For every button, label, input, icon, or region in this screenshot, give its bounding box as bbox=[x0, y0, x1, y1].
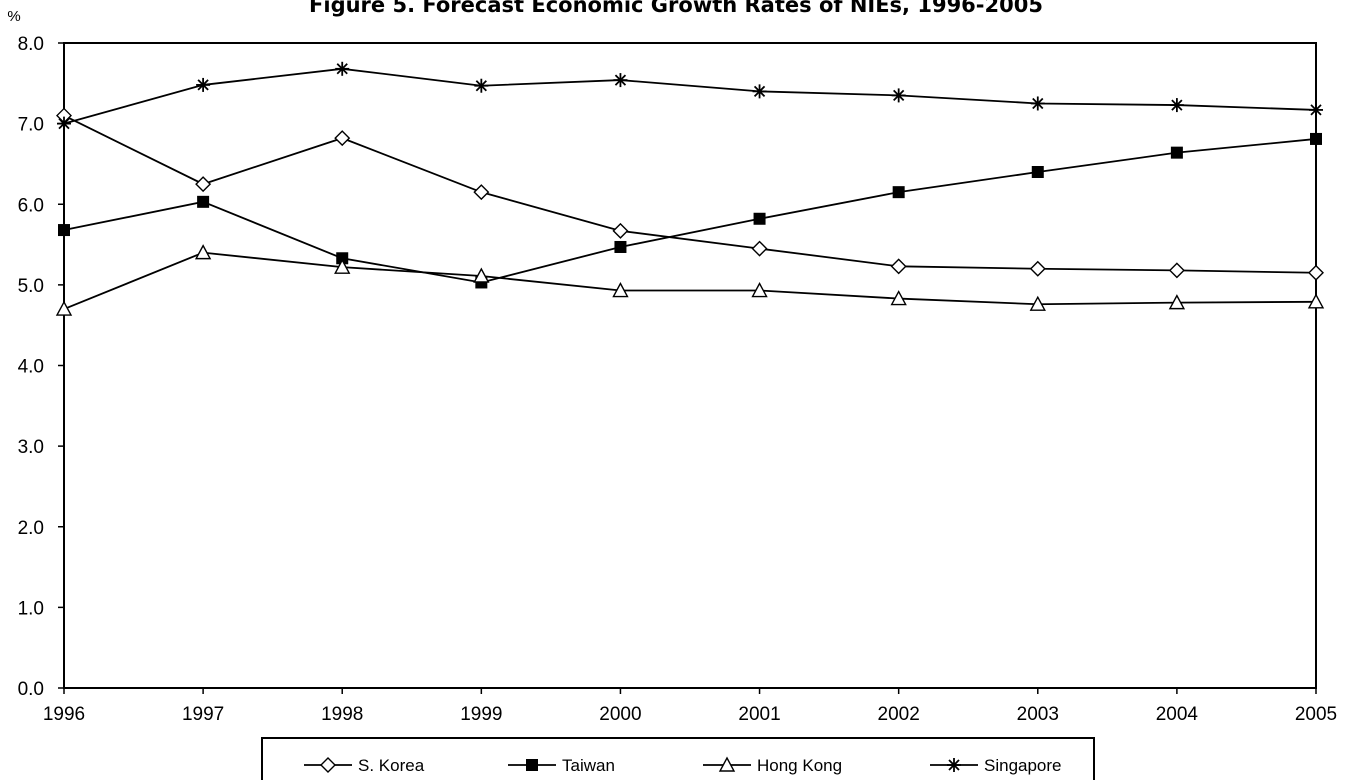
x-tick-label: 1998 bbox=[321, 704, 363, 725]
data-point-hong-kong bbox=[1029, 295, 1046, 311]
series-line-taiwan bbox=[63, 138, 1317, 284]
y-tick-label: 8.0 bbox=[18, 34, 44, 55]
data-point-s-korea bbox=[195, 176, 212, 193]
series-line-s-korea bbox=[63, 114, 1317, 274]
data-point-singapore bbox=[613, 73, 628, 88]
data-point-s-korea bbox=[1308, 264, 1324, 281]
data-point-singapore bbox=[891, 88, 906, 103]
y-axis-unit: % bbox=[7, 8, 20, 25]
data-point-hong-kong bbox=[1168, 294, 1186, 310]
x-axis: 1996 1997 1998 1999 2000 2001 2002 2003 2004 2005 bbox=[43, 688, 1337, 725]
y-tick-label: 3.0 bbox=[18, 437, 44, 458]
data-point-s-korea bbox=[612, 222, 629, 239]
data-point-singapore bbox=[196, 77, 211, 92]
data-point-taiwan bbox=[753, 212, 766, 225]
legend-item-s-korea: S. Korea bbox=[304, 756, 425, 775]
data-point-taiwan bbox=[197, 195, 210, 208]
data-point-singapore bbox=[752, 84, 767, 99]
legend-marker-taiwan bbox=[526, 759, 538, 771]
data-point-hong-kong bbox=[473, 267, 490, 283]
y-axis: 0.0 1.0 2.0 3.0 4.0 5.0 6.0 7.0 8.0 bbox=[18, 34, 64, 700]
data-point-singapore bbox=[57, 116, 71, 131]
y-tick-label: 2.0 bbox=[18, 518, 44, 539]
data-point-taiwan bbox=[336, 252, 349, 265]
legend-marker-singapore bbox=[947, 758, 961, 772]
series-hong-kong bbox=[55, 244, 1325, 316]
data-point-s-korea bbox=[473, 184, 490, 201]
legend-item-singapore: Singapore bbox=[930, 756, 1062, 775]
data-point-s-korea bbox=[751, 240, 768, 257]
y-tick-label: 5.0 bbox=[18, 276, 44, 297]
series-line-hong-kong bbox=[63, 251, 1317, 310]
data-point-taiwan bbox=[1310, 132, 1322, 145]
data-point-hong-kong bbox=[1307, 293, 1325, 309]
x-tick-label: 2003 bbox=[1017, 704, 1059, 725]
x-tick-label: 2004 bbox=[1156, 704, 1199, 725]
data-point-hong-kong bbox=[194, 244, 212, 260]
y-tick-label: 6.0 bbox=[18, 195, 44, 216]
plot-area bbox=[63, 42, 1317, 689]
data-point-taiwan bbox=[892, 186, 905, 199]
data-point-taiwan bbox=[1031, 166, 1044, 178]
x-tick-label: 2002 bbox=[878, 704, 920, 725]
legend: S. Korea Taiwan Hong Kong Singapore bbox=[261, 737, 1095, 780]
series-singapore bbox=[57, 61, 1323, 131]
x-tick-label: 1997 bbox=[182, 704, 224, 725]
legend-marker-hong-kong bbox=[718, 756, 736, 772]
x-tick-label: 1999 bbox=[460, 704, 502, 725]
data-point-s-korea bbox=[1029, 260, 1046, 277]
legend-label: S. Korea bbox=[358, 756, 425, 775]
data-point-s-korea bbox=[1168, 262, 1185, 279]
x-tick-label: 2000 bbox=[599, 704, 641, 725]
legend-label: Singapore bbox=[984, 756, 1062, 775]
legend-item-taiwan: Taiwan bbox=[508, 756, 615, 775]
series-layer bbox=[55, 61, 1325, 316]
data-point-singapore bbox=[335, 61, 350, 76]
x-tick-label: 2005 bbox=[1295, 704, 1337, 725]
series-taiwan bbox=[58, 132, 1322, 289]
legend-label: Hong Kong bbox=[757, 756, 842, 775]
x-tick-label: 2001 bbox=[738, 704, 780, 725]
data-point-taiwan bbox=[614, 240, 627, 253]
legend-marker-s-korea bbox=[320, 757, 336, 773]
y-tick-label: 7.0 bbox=[18, 115, 44, 136]
data-point-singapore bbox=[1030, 96, 1045, 111]
data-point-hong-kong bbox=[890, 290, 907, 306]
y-tick-label: 0.0 bbox=[18, 679, 44, 700]
data-point-singapore bbox=[1169, 98, 1184, 113]
data-point-hong-kong bbox=[334, 258, 351, 274]
data-point-taiwan bbox=[1170, 146, 1183, 159]
data-point-singapore bbox=[1309, 102, 1323, 117]
data-point-singapore bbox=[474, 78, 489, 93]
data-point-s-korea bbox=[890, 258, 907, 275]
x-tick-label: 1996 bbox=[43, 704, 85, 725]
data-point-hong-kong bbox=[55, 300, 73, 316]
data-point-hong-kong bbox=[751, 282, 768, 298]
data-point-s-korea bbox=[334, 130, 351, 147]
chart-title: Figure 5. Forecast Economic Growth Rates… bbox=[309, 0, 1043, 17]
series-s-korea bbox=[56, 107, 1324, 281]
y-tick-label: 4.0 bbox=[18, 357, 44, 378]
series-line-singapore bbox=[63, 67, 1317, 125]
legend-box bbox=[261, 737, 1095, 780]
legend-label: Taiwan bbox=[562, 756, 615, 775]
legend-item-hong-kong: Hong Kong bbox=[703, 756, 842, 775]
data-point-hong-kong bbox=[612, 282, 629, 298]
y-tick-label: 1.0 bbox=[18, 598, 44, 619]
data-point-taiwan bbox=[58, 224, 70, 237]
